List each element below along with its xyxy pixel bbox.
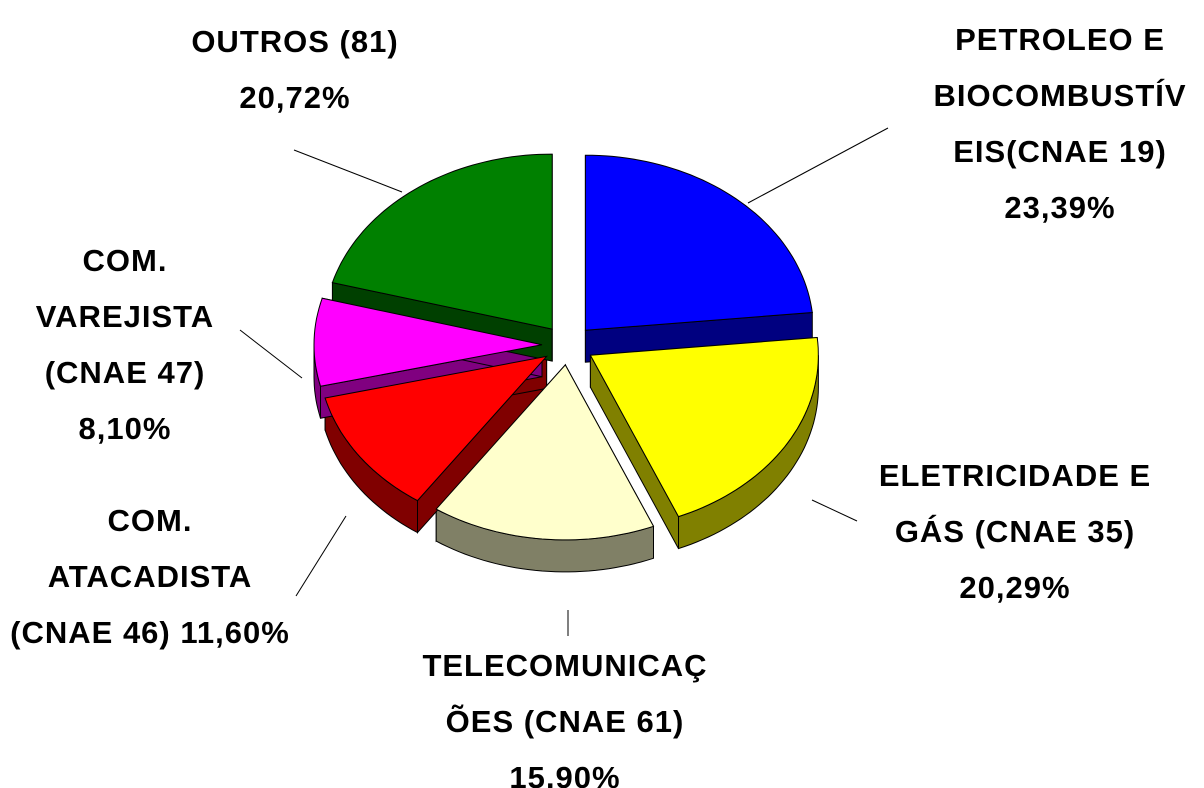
value-label: 20,72% <box>239 80 351 115</box>
value-label: 11,60% <box>180 615 290 650</box>
leader-line <box>747 127 889 204</box>
category-label: COM. VAREJISTA (CNAE 47) <box>35 243 215 390</box>
value-label: 15,90% <box>509 760 621 788</box>
leader-line <box>811 499 858 522</box>
value-label: 8,10% <box>78 411 172 446</box>
category-label: TELECOMUNICAÇÕES (CNAE 61) <box>422 648 708 739</box>
slice <box>331 153 553 330</box>
slice-label: COM. ATACADISTA (CNAE 46) 11,60% <box>10 493 290 661</box>
slice <box>324 355 548 502</box>
slice-label: ELETRICIDADE E GÁS (CNAE 35) 20,29% <box>865 448 1165 616</box>
category-label: COM. ATACADISTA (CNAE 46) <box>10 503 253 650</box>
category-label: OUTROS (81) <box>191 24 399 59</box>
slice-label: TELECOMUNICAÇÕES (CNAE 61) 15,90% <box>420 638 710 788</box>
slice <box>313 297 543 387</box>
slice <box>435 364 655 541</box>
value-label: 23,39% <box>1004 190 1116 225</box>
slice-label: COM. VAREJISTA (CNAE 47) 8,10% <box>5 233 245 457</box>
slice-label: PETROLEO E BIOCOMBUSTÍVEIS(CNAE 19) 23,3… <box>925 12 1195 236</box>
slice <box>584 154 813 331</box>
leader-line <box>239 329 303 379</box>
value-label: 20,29% <box>959 570 1071 605</box>
slice <box>589 336 819 518</box>
category-label: ELETRICIDADE E GÁS (CNAE 35) <box>878 458 1152 549</box>
leader-line <box>295 515 347 597</box>
category-label: PETROLEO E BIOCOMBUSTÍVEIS(CNAE 19) <box>933 22 1187 169</box>
leader-line <box>293 149 403 193</box>
slice-label: OUTROS (81) 20,72% <box>160 14 430 126</box>
